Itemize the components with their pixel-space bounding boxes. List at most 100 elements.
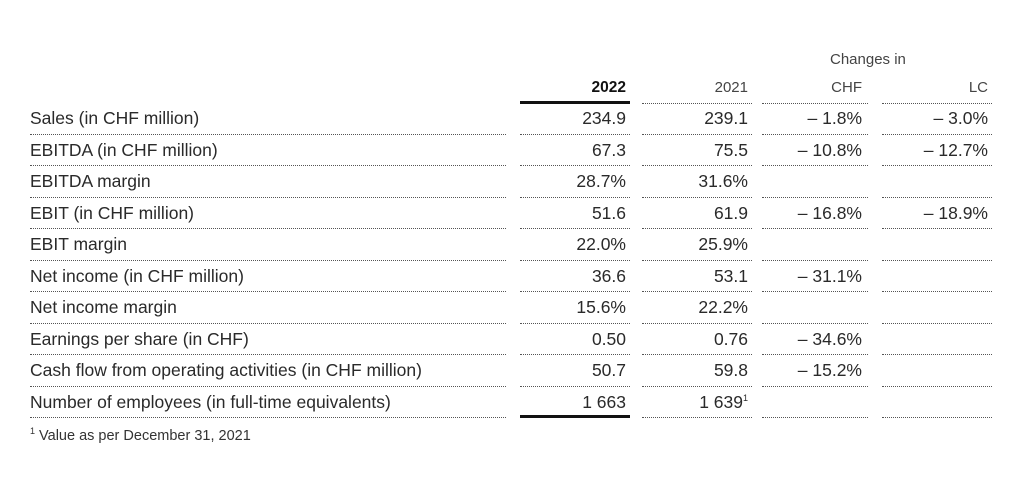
value-2021: 75.5 [642,135,752,166]
value-2022: 51.6 [520,198,630,229]
value-2021-text: 22.2% [698,297,748,317]
change-chf-text: – 16.8% [797,202,862,223]
value-2021-text: 53.1 [713,265,748,286]
value-2022-text: 51.6 [591,202,626,223]
table-row: EBIT (in CHF million) 51.6 61.9 – 16.8% – 18… [30,198,992,229]
changes-in-header: Changes in [830,51,906,68]
change-lc [882,229,992,261]
value-2021-text: 75.5 [713,139,748,160]
row-label: Earnings per share (in CHF) [30,324,506,355]
row-label: Sales (in CHF million) [30,103,506,135]
value-2021: 31.6% [642,166,752,198]
value-2021: 25.9% [642,229,752,261]
change-chf [762,166,868,198]
change-lc-text: – 3.0% [933,108,988,128]
table-row: EBITDA margin 28.7% 31.6% [30,166,992,198]
value-2022-text: 36.6 [591,265,626,286]
value-2021-text: 0.76 [713,328,748,349]
value-2021: 22.2% [642,292,752,324]
value-2022: 15.6% [520,292,630,324]
row-label: Net income (in CHF million) [30,261,506,292]
value-2021-text: 61.9 [713,202,748,223]
change-chf: – 31.1% [762,261,868,292]
value-2021: 59.8 [642,355,752,387]
header-label-empty [30,72,506,104]
row-label: EBITDA margin [30,166,506,198]
value-2022: 1 663 [520,387,630,418]
row-label-text: Number of employees (in full-time equiva… [30,391,391,412]
row-label: EBIT margin [30,229,506,261]
row-label-text: Earnings per share (in CHF) [30,328,249,349]
footnote-text: Value as per December 31, 2021 [35,428,251,444]
row-label-text: Sales (in CHF million) [30,108,200,128]
value-2022: 22.0% [520,229,630,261]
value-2022-text: 1 663 [582,391,626,412]
value-2021: 61.9 [642,198,752,229]
header-chf: CHF [762,72,868,104]
table-row: Earnings per share (in CHF) 0.50 0.76 – 34.… [30,324,992,355]
footnote: 1 Value as per December 31, 2021 [30,426,251,444]
table-row: Net income margin 15.6% 22.2% [30,292,992,324]
value-2022: 28.7% [520,166,630,198]
change-lc: – 18.9% [882,198,992,229]
value-2021: 53.1 [642,261,752,292]
row-label-text: EBITDA (in CHF million) [30,139,218,160]
change-chf-text: – 10.8% [797,139,862,160]
value-2021-text: 1 639 [699,391,743,412]
row-label: Cash flow from operating activities (in … [30,355,506,387]
value-2021-text: 59.8 [713,360,748,380]
change-lc [882,261,992,292]
value-2021: 0.76 [642,324,752,355]
header-2022: 2022 [520,72,630,104]
header-lc: LC [882,72,992,104]
change-chf-text: – 34.6% [797,328,862,349]
table-row: Cash flow from operating activities (in … [30,355,992,387]
row-label-text: Net income (in CHF million) [30,265,244,286]
value-2022-text: 22.0% [576,234,626,254]
value-2022: 0.50 [520,324,630,355]
value-2021: 1 6391 [642,387,752,418]
row-label: EBITDA (in CHF million) [30,135,506,166]
row-label-text: EBIT margin [30,234,127,254]
header-row: 2022 2021 CHF LC [30,72,992,104]
table-row: EBITDA (in CHF million) 67.3 75.5 – 10.8% – … [30,135,992,166]
change-chf: – 15.2% [762,355,868,387]
change-lc [882,355,992,387]
table-row: Number of employees (in full-time equiva… [30,387,992,418]
value-2022: 50.7 [520,355,630,387]
change-lc [882,292,992,324]
table-row: Net income (in CHF million) 36.6 53.1 – 31.… [30,261,992,292]
value-2021-text: 239.1 [704,108,748,128]
table-body: Sales (in CHF million) 234.9 239.1 – 1.8% – … [30,103,992,418]
change-chf [762,229,868,261]
change-lc [882,324,992,355]
row-label: Number of employees (in full-time equiva… [30,387,506,418]
change-lc: – 12.7% [882,135,992,166]
change-chf: – 1.8% [762,103,868,135]
value-2022: 234.9 [520,103,630,135]
value-2022-text: 234.9 [582,108,626,128]
value-2022-text: 0.50 [591,328,626,349]
change-chf [762,292,868,324]
value-2022-text: 67.3 [591,139,626,160]
change-lc-text: – 12.7% [923,139,988,160]
row-label: Net income margin [30,292,506,324]
table-row: Sales (in CHF million) 234.9 239.1 – 1.8% – … [30,103,992,135]
value-2022: 67.3 [520,135,630,166]
change-lc [882,387,992,418]
value-2021: 239.1 [642,103,752,135]
row-label-text: EBITDA margin [30,171,151,191]
change-lc [882,166,992,198]
change-chf: – 10.8% [762,135,868,166]
change-chf: – 16.8% [762,198,868,229]
footnote-marker: 1 [30,426,36,437]
change-chf-text: – 1.8% [807,108,862,128]
header-2021: 2021 [642,72,752,104]
footnote-ref: 1 [742,392,748,403]
change-chf [762,387,868,418]
change-chf-text: – 15.2% [797,360,862,380]
value-2022-text: 28.7% [576,171,626,191]
value-2021-text: 25.9% [698,234,748,254]
row-label-text: Net income margin [30,297,177,317]
